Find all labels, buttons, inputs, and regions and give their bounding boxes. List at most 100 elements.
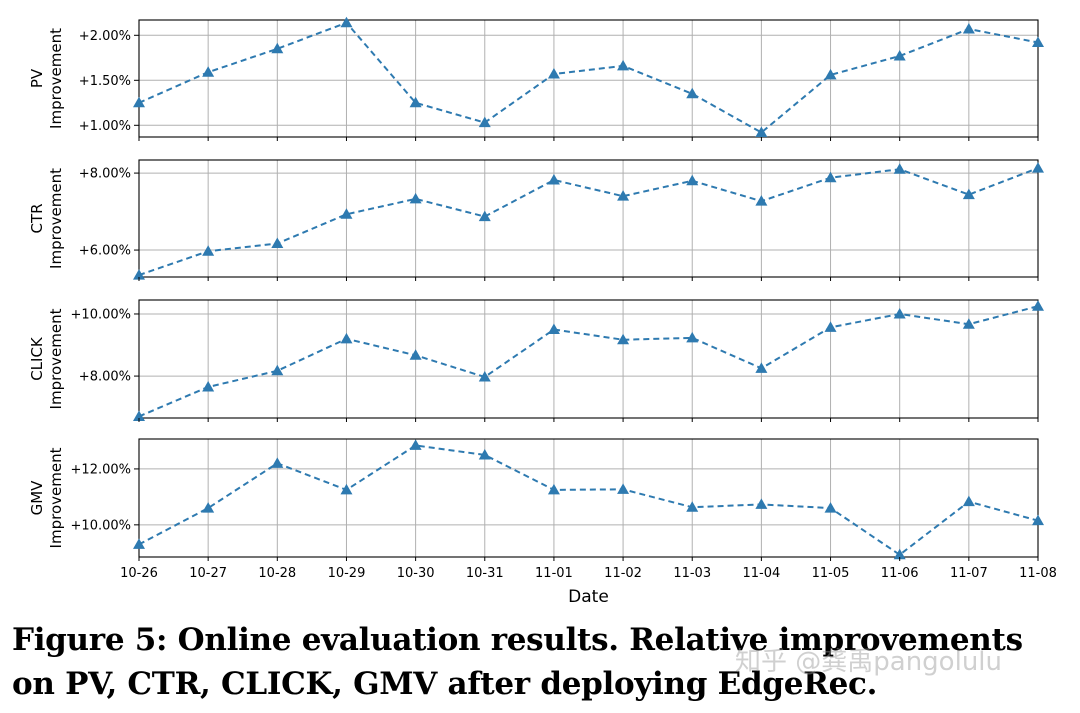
y-tick-label: +1.00% bbox=[79, 119, 131, 134]
x-tick-label: 11-03 bbox=[673, 566, 711, 581]
data-point bbox=[478, 448, 491, 460]
figure-caption: Figure 5: Online evaluation results. Rel… bbox=[12, 618, 1072, 706]
data-point bbox=[686, 331, 699, 343]
caption-line-1: Figure 5: Online evaluation results. Rel… bbox=[12, 622, 1023, 658]
x-tick-label: 11-08 bbox=[1019, 566, 1057, 581]
panel-3: +10.00% +12.00% GMV Improvement 10-26 10-27 10… bbox=[28, 438, 1057, 581]
data-point bbox=[617, 190, 630, 201]
y-tick-label: +8.00% bbox=[79, 370, 131, 385]
x-tick-label: 11-06 bbox=[881, 566, 919, 581]
data-point bbox=[547, 323, 560, 334]
data-point bbox=[686, 87, 699, 99]
data-point bbox=[755, 126, 768, 137]
data-point bbox=[893, 548, 906, 560]
data-point bbox=[271, 42, 284, 54]
watermark: 知乎 @龚禹pangolulu bbox=[735, 647, 1002, 677]
data-point bbox=[340, 332, 353, 344]
data-point bbox=[202, 245, 215, 256]
y-tick-label: +6.00% bbox=[79, 244, 131, 259]
data-point bbox=[340, 483, 353, 495]
data-point bbox=[547, 68, 560, 79]
data-point bbox=[617, 333, 630, 345]
data-point bbox=[409, 349, 422, 360]
series-line bbox=[138, 21, 1039, 134]
y-axis-label: PV bbox=[28, 68, 46, 88]
data-point bbox=[547, 174, 560, 185]
data-point bbox=[271, 457, 284, 468]
data-point bbox=[824, 171, 837, 183]
y-tick-label: +10.00% bbox=[71, 307, 131, 322]
panel-0: +1.00% +1.50% +2.00% PV Improvement bbox=[28, 16, 1044, 141]
axes-frame bbox=[138, 299, 1039, 419]
x-tick-label: 10-30 bbox=[397, 566, 435, 581]
y-axis-label-sub: Improvement bbox=[47, 28, 65, 129]
data-point bbox=[824, 68, 837, 80]
data-point bbox=[962, 318, 975, 329]
data-point bbox=[962, 495, 975, 507]
data-point bbox=[824, 502, 837, 513]
data-point bbox=[340, 208, 353, 219]
x-tick-label: 10-31 bbox=[466, 566, 504, 581]
y-tick-label: +12.00% bbox=[71, 462, 131, 477]
data-point bbox=[133, 410, 145, 421]
x-tick-label: 10-28 bbox=[258, 566, 296, 581]
y-axis-label-sub: Improvement bbox=[47, 168, 65, 269]
series-line bbox=[138, 167, 1039, 277]
data-point bbox=[409, 192, 422, 204]
y-axis-label: CLICK bbox=[28, 336, 46, 381]
x-axis-label: Date bbox=[568, 587, 609, 607]
data-point bbox=[893, 163, 906, 174]
y-axis-label-sub: Improvement bbox=[47, 308, 65, 409]
data-point bbox=[202, 502, 215, 513]
y-tick-label: +2.00% bbox=[79, 29, 131, 44]
figure-charts: +1.00%+1.50%+2.00%PV Improvement+6.00%+8.… bbox=[28, 16, 1057, 607]
axes-frame bbox=[138, 159, 1039, 278]
y-tick-label: +1.50% bbox=[79, 74, 131, 89]
x-tick-label: 11-05 bbox=[812, 566, 850, 581]
data-point bbox=[824, 321, 837, 332]
series-line bbox=[138, 305, 1039, 418]
data-point bbox=[617, 59, 630, 71]
data-point bbox=[271, 364, 284, 376]
x-tick-label: 11-02 bbox=[604, 566, 642, 581]
data-point bbox=[409, 96, 422, 108]
data-point bbox=[478, 210, 491, 222]
axes-frame bbox=[138, 438, 1039, 558]
data-point bbox=[133, 538, 145, 549]
data-point bbox=[202, 66, 215, 77]
data-point bbox=[202, 380, 215, 392]
data-point bbox=[755, 362, 768, 373]
data-point bbox=[478, 116, 491, 128]
panel-2: +8.00% +10.00% CLICK Improvement bbox=[28, 299, 1044, 422]
data-point bbox=[755, 195, 768, 206]
y-tick-label: +8.00% bbox=[79, 167, 131, 182]
data-point bbox=[617, 483, 630, 494]
data-point bbox=[1032, 514, 1044, 526]
data-point bbox=[755, 498, 768, 509]
caption-line-2: on PV, CTR, CLICK, GMV after deploying E… bbox=[12, 666, 878, 702]
x-tick-label: 10-26 bbox=[120, 566, 158, 581]
data-point bbox=[686, 501, 699, 512]
axes-frame bbox=[138, 19, 1039, 138]
data-point bbox=[271, 237, 284, 249]
data-point bbox=[133, 269, 145, 280]
data-point bbox=[962, 188, 975, 200]
y-tick-label: +10.00% bbox=[71, 518, 131, 533]
data-point bbox=[1032, 162, 1044, 173]
x-tick-label: 10-29 bbox=[328, 566, 366, 581]
x-tick-label: 11-01 bbox=[535, 566, 573, 581]
x-tick-label: 10-27 bbox=[189, 566, 227, 581]
data-point bbox=[478, 371, 491, 382]
y-axis-label: CTR bbox=[28, 203, 46, 233]
data-point bbox=[340, 16, 353, 28]
panel-1: +6.00% +8.00% CTR Improvement bbox=[28, 159, 1044, 281]
data-point bbox=[1032, 36, 1044, 47]
series-line bbox=[138, 444, 1039, 556]
data-point bbox=[1032, 300, 1044, 311]
y-axis-label: GMV bbox=[28, 480, 46, 516]
data-point bbox=[686, 174, 699, 186]
data-point bbox=[133, 96, 145, 108]
data-point bbox=[893, 307, 906, 319]
data-point bbox=[409, 439, 422, 450]
data-point bbox=[893, 50, 906, 61]
